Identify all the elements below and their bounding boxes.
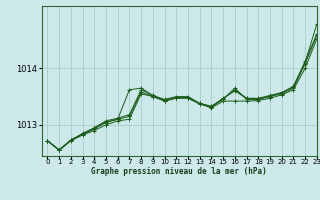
X-axis label: Graphe pression niveau de la mer (hPa): Graphe pression niveau de la mer (hPa)	[91, 167, 267, 176]
